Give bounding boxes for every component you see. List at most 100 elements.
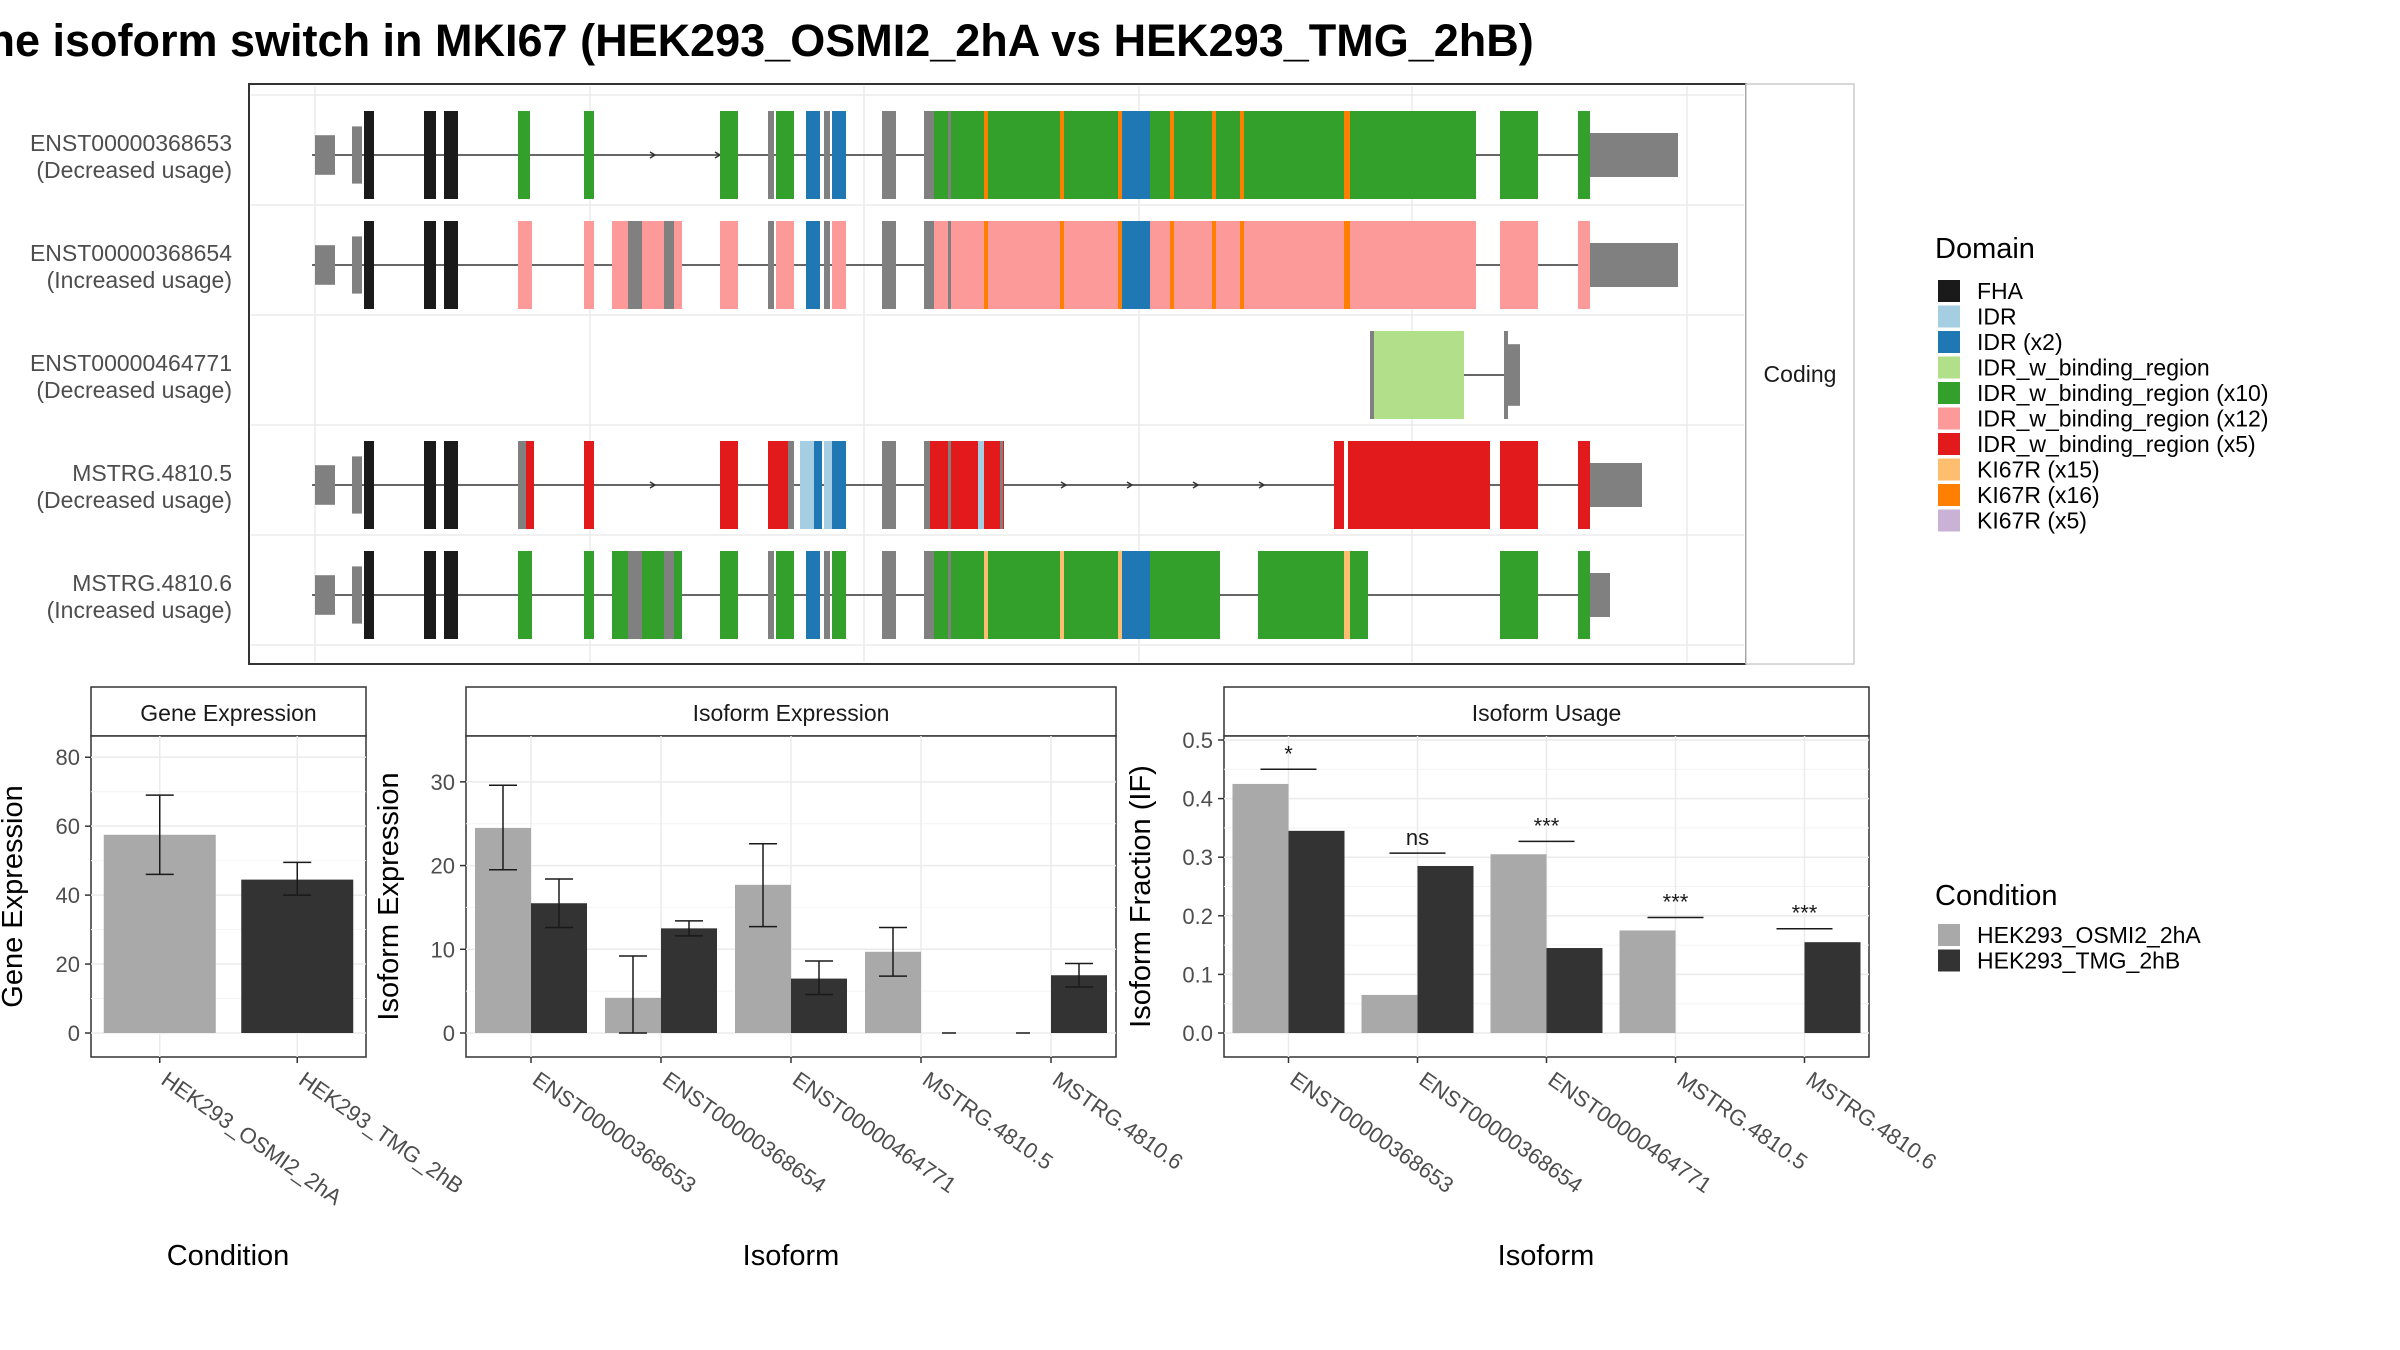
exon-segment xyxy=(364,221,374,309)
exon-segment xyxy=(984,221,988,309)
isoform-id-label: ENST00000464771 xyxy=(30,350,232,376)
y-tick-label: 20 xyxy=(56,952,80,977)
x-tick-label: MSTRG.4810.6 xyxy=(1048,1067,1188,1175)
y-axis-title: Isoform Fraction (IF) xyxy=(1125,765,1157,1028)
exon-segment xyxy=(518,551,532,639)
exon-segment xyxy=(768,441,788,529)
exon-segment xyxy=(1578,551,1590,639)
x-tick-label: MSTRG.4810.6 xyxy=(1802,1067,1942,1175)
exon-segment xyxy=(1060,221,1064,309)
y-axis-title: Isoform Expression xyxy=(373,772,405,1020)
exon-segment xyxy=(352,236,362,294)
isoform-expression-chart: Isoform Expression0102030ENST00000368653… xyxy=(373,686,1188,1272)
y-tick-label: 80 xyxy=(56,745,80,770)
isoform-id-label: MSTRG.4810.5 xyxy=(72,460,232,486)
direction-arrow xyxy=(1126,481,1134,489)
exon-segment xyxy=(1118,111,1122,199)
legend-label: IDR_w_binding_region (x10) xyxy=(1977,380,2269,406)
exon-segment xyxy=(352,566,362,624)
legend-swatch xyxy=(1938,484,1960,506)
legend-swatch xyxy=(1938,433,1960,455)
exon-segment xyxy=(364,551,374,639)
exon-segment xyxy=(776,111,794,199)
exon-segment xyxy=(788,441,794,529)
exon-segment xyxy=(924,441,930,529)
exon-segment xyxy=(628,221,642,309)
isoform-usage-label: (Decreased usage) xyxy=(36,377,232,403)
legend-title: Condition xyxy=(1935,880,2058,912)
significance-label: *** xyxy=(1663,890,1689,915)
legend-label: KI67R (x15) xyxy=(1977,457,2100,483)
legend-title: Domain xyxy=(1935,233,2035,265)
y-tick-label: 0.2 xyxy=(1182,904,1213,929)
exon-segment xyxy=(948,551,951,639)
exon-segment xyxy=(1344,441,1348,529)
exon-segment xyxy=(584,221,594,309)
exon-segment xyxy=(1118,221,1122,309)
exon-segment xyxy=(352,456,362,514)
exon-segment xyxy=(1508,344,1520,406)
exon-segment xyxy=(1258,551,1368,639)
isoform-id-label: ENST00000368653 xyxy=(30,130,232,156)
exon-segment xyxy=(930,441,1004,529)
exon-segment xyxy=(1590,243,1678,287)
structure-row-labels: ENST00000368653(Decreased usage)ENST0000… xyxy=(30,130,232,623)
isoform-usage-label: (Decreased usage) xyxy=(36,157,232,183)
exon-segment xyxy=(1500,221,1538,309)
exon-segment xyxy=(824,221,830,309)
bar xyxy=(1619,930,1676,1033)
x-tick-label: MSTRG.4810.5 xyxy=(918,1067,1058,1175)
exon-segment xyxy=(776,221,794,309)
legend-label: IDR_w_binding_region (x12) xyxy=(1977,406,2269,432)
bar xyxy=(1232,783,1289,1033)
exon-segment xyxy=(315,465,335,505)
isoform-usage-label: (Increased usage) xyxy=(47,267,232,293)
exon-segment xyxy=(814,441,822,529)
significance-label: * xyxy=(1284,741,1293,766)
exon-segment xyxy=(1240,221,1244,309)
structure-tracks xyxy=(312,111,1678,639)
legend-swatch xyxy=(1938,509,1960,532)
exon-segment xyxy=(1118,551,1122,639)
exon-segment xyxy=(1060,111,1064,199)
exon-segment xyxy=(444,441,458,529)
exon-segment xyxy=(518,111,530,199)
exon-segment xyxy=(1060,551,1064,639)
y-tick-label: 0 xyxy=(443,1021,455,1046)
exon-segment xyxy=(1344,551,1350,639)
exon-segment xyxy=(1122,111,1150,199)
exon-segment xyxy=(518,221,532,309)
legend-swatch xyxy=(1938,924,1960,946)
isoform-id-label: ENST00000368654 xyxy=(30,240,232,266)
exon-segment xyxy=(720,111,738,199)
bar xyxy=(1546,948,1603,1033)
exon-segment xyxy=(1212,221,1216,309)
y-tick-label: 0.3 xyxy=(1182,845,1213,870)
legend-label: IDR_w_binding_region (x5) xyxy=(1977,431,2256,457)
direction-arrow xyxy=(1060,481,1068,489)
exon-segment xyxy=(584,441,594,529)
exon-segment xyxy=(1504,331,1508,419)
exon-segment xyxy=(1212,111,1216,199)
structure-facet-label: Coding xyxy=(1764,361,1837,387)
legend-swatch xyxy=(1938,458,1960,481)
exon-segment xyxy=(1240,111,1244,199)
exon-segment xyxy=(1170,221,1174,309)
exon-segment xyxy=(315,135,335,175)
exon-segment xyxy=(444,111,458,199)
exon-segment xyxy=(1374,331,1464,419)
legend-label: KI67R (x5) xyxy=(1977,508,2087,534)
x-tick-label: MSTRG.4810.5 xyxy=(1673,1067,1813,1175)
exon-segment xyxy=(1590,463,1642,507)
exon-segment xyxy=(1500,441,1538,529)
legend-label: IDR (x2) xyxy=(1977,329,2063,355)
exon-segment xyxy=(584,551,594,639)
exon-segment xyxy=(1000,441,1003,529)
exon-segment xyxy=(984,551,988,639)
y-tick-label: 0.1 xyxy=(1182,962,1213,987)
exon-segment xyxy=(984,111,988,199)
significance-label: *** xyxy=(1792,901,1818,926)
exon-segment xyxy=(832,221,846,309)
exon-segment xyxy=(768,551,774,639)
